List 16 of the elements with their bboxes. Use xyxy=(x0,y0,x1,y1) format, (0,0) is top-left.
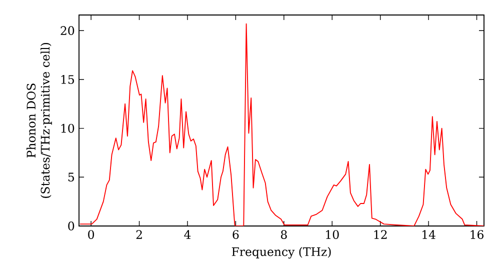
y-axis-title: Phonon DOS (States/THz·primitive cell) xyxy=(26,43,52,198)
x-tick-label: 0 xyxy=(88,230,94,239)
y-tick-label: 10 xyxy=(61,124,74,133)
x-tick-label: 14 xyxy=(422,230,436,239)
x-tick-label: 16 xyxy=(470,230,484,239)
y-tick-label: 5 xyxy=(68,172,74,182)
x-tick-label: 6 xyxy=(232,230,239,239)
y-tick-label: 15 xyxy=(61,75,74,84)
x-tick-label: 8 xyxy=(280,230,287,239)
y-tick-label: 0 xyxy=(68,222,74,230)
x-tick-label: 4 xyxy=(184,230,191,239)
x-tick-label: 12 xyxy=(374,230,387,239)
x-tick-label: 2 xyxy=(136,230,142,239)
y-tick-label: 20 xyxy=(60,26,74,36)
x-axis-title: Frequency (THz) xyxy=(232,247,331,259)
x-tick-label: 10 xyxy=(326,230,339,239)
